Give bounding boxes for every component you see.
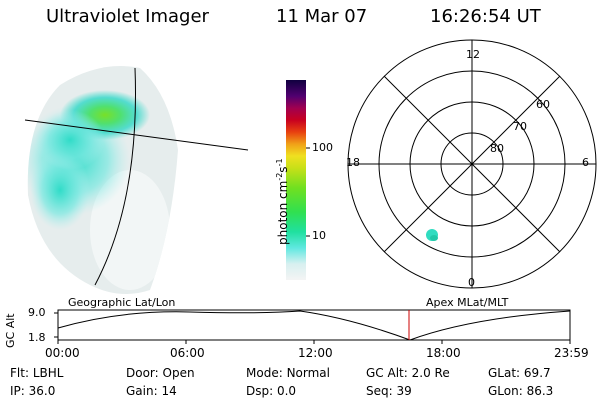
- mlt-label-12: 12: [466, 48, 480, 61]
- mlt-label-18: 18: [346, 156, 360, 169]
- unit-exp2: -1: [275, 158, 284, 167]
- polar-plot: [347, 39, 597, 289]
- lat-label-80: 80: [490, 142, 504, 155]
- info-ip: IP: 36.0: [10, 384, 56, 398]
- time-tick-2359: 23:59: [554, 346, 589, 360]
- colorbar: [286, 80, 306, 280]
- info-door: Door: Open: [126, 366, 195, 380]
- orbit-ytick-1-8: 1.8: [28, 331, 46, 344]
- time-tick-0000: 00:00: [45, 346, 80, 360]
- orbit-right-caption: Apex MLat/MLT: [426, 296, 509, 309]
- unit-s: s: [276, 166, 290, 173]
- colorbar-tick-10: 10: [312, 229, 326, 242]
- orbit-left-caption: Geographic Lat/Lon: [68, 296, 176, 309]
- info-mode: Mode: Normal: [246, 366, 330, 380]
- mlt-label-6: 6: [582, 156, 589, 169]
- info-seq: Seq: 39: [366, 384, 412, 398]
- time-tick-1800: 18:00: [426, 346, 461, 360]
- colorbar-unit: photon cm-2s-1: [275, 158, 290, 245]
- uv-image: [27, 66, 179, 294]
- time-tick-0600: 06:00: [170, 346, 205, 360]
- instrument-title: Ultraviolet Imager: [46, 6, 209, 27]
- info-flt: Flt: LBHL: [10, 366, 64, 380]
- time-label: 16:26:54 UT: [430, 6, 541, 27]
- orbit-altitude-curve: [57, 310, 571, 341]
- orbit-ylabel: GC Alt: [4, 313, 17, 348]
- info-gc-alt: GC Alt: 2.0 Re: [366, 366, 450, 380]
- unit-exp1: -2: [275, 172, 284, 181]
- orbit-frame: [57, 309, 571, 341]
- info-dsp: Dsp: 0.0: [246, 384, 297, 398]
- colorbar-tick-100: 100: [312, 141, 333, 154]
- date-label: 11 Mar 07: [276, 6, 368, 27]
- info-glat: GLat: 69.7: [488, 366, 551, 380]
- lat-label-70: 70: [513, 120, 527, 133]
- info-gain: Gain: 14: [126, 384, 177, 398]
- orbit-ytick-9: 9.0: [28, 306, 46, 319]
- unit-base: photon cm: [276, 180, 290, 245]
- lat-label-60: 60: [536, 98, 550, 111]
- info-glon: GLon: 86.3: [488, 384, 554, 398]
- time-tick-1200: 12:00: [298, 346, 333, 360]
- mlt-label-0: 0: [468, 276, 475, 289]
